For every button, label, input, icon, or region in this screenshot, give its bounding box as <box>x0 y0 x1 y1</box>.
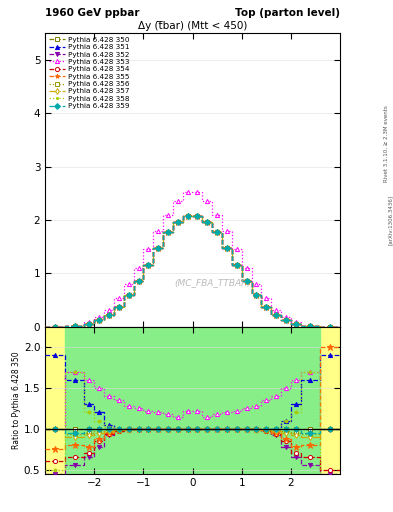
Y-axis label: Ratio to Pythia 6.428 350: Ratio to Pythia 6.428 350 <box>12 351 21 449</box>
Text: (MC_FBA_TTBAR): (MC_FBA_TTBAR) <box>175 279 252 287</box>
Text: 1960 GeV ppbar: 1960 GeV ppbar <box>45 8 140 18</box>
Text: Rivet 3.1.10, ≥ 2.3M events: Rivet 3.1.10, ≥ 2.3M events <box>384 105 388 182</box>
Legend: Pythia 6.428 350, Pythia 6.428 351, Pythia 6.428 352, Pythia 6.428 353, Pythia 6: Pythia 6.428 350, Pythia 6.428 351, Pyth… <box>48 35 130 111</box>
Text: [arXiv:1306.3436]: [arXiv:1306.3436] <box>388 195 393 245</box>
Title: Δy (t̅bar) (Mtt < 450): Δy (t̅bar) (Mtt < 450) <box>138 21 247 31</box>
Text: Top (parton level): Top (parton level) <box>235 8 340 18</box>
